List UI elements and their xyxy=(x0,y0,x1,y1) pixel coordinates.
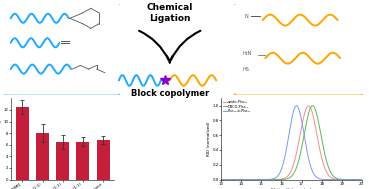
azido-Plsr₅₀ xyxy=(306,105,311,107)
Plsr₅₀-b-Plsr₅₀ xyxy=(325,178,330,181)
DBCO-Plsr₅₀ xyxy=(219,178,224,181)
DBCO-Plsr₅₀ xyxy=(283,178,287,180)
azido-Plsr₅₀ xyxy=(325,172,330,174)
azido-Plsr₅₀ xyxy=(219,178,224,181)
Plsr₅₀-b-Plsr₅₀ xyxy=(359,178,364,181)
DBCO-Plsr₅₀ xyxy=(302,134,306,136)
FancyBboxPatch shape xyxy=(3,3,121,95)
Bar xyxy=(76,142,90,180)
X-axis label: Elution Volume / mL: Elution Volume / mL xyxy=(271,188,312,189)
azido-Plsr₅₀ xyxy=(244,178,248,181)
DBCO-Plsr₅₀ xyxy=(359,178,364,181)
Y-axis label: C3a concentration / ng/mL: C3a concentration / ng/mL xyxy=(0,113,2,165)
Plsr₅₀-b-Plsr₅₀ xyxy=(255,178,260,181)
DBCO-Plsr₅₀ xyxy=(310,105,315,107)
Plsr₅₀-b-Plsr₅₀ xyxy=(302,134,307,137)
Plsr₅₀-b-Plsr₅₀ xyxy=(313,175,317,177)
azido-Plsr₅₀ xyxy=(302,114,306,117)
FancyBboxPatch shape xyxy=(233,3,365,95)
Text: HS: HS xyxy=(242,67,249,72)
Text: Block copolymer: Block copolymer xyxy=(131,89,209,98)
Bar xyxy=(56,142,69,180)
azido-Plsr₅₀ xyxy=(313,125,317,127)
Bar xyxy=(16,107,29,180)
azido-Plsr₅₀ xyxy=(255,178,260,181)
DBCO-Plsr₅₀ xyxy=(255,178,260,181)
Line: Plsr₅₀-b-Plsr₅₀: Plsr₅₀-b-Plsr₅₀ xyxy=(221,106,362,180)
Text: N: N xyxy=(245,14,248,19)
Bar xyxy=(97,140,110,180)
Legend: azido-Plsr₅₀, DBCO-Plsr₅₀, Plsr₅₀-b-Plsr₅₀: azido-Plsr₅₀, DBCO-Plsr₅₀, Plsr₅₀-b-Plsr… xyxy=(223,100,251,113)
Y-axis label: RID (normalized): RID (normalized) xyxy=(207,122,211,156)
Plsr₅₀-b-Plsr₅₀ xyxy=(219,178,224,181)
DBCO-Plsr₅₀ xyxy=(244,178,248,181)
azido-Plsr₅₀ xyxy=(283,177,287,179)
Line: DBCO-Plsr₅₀: DBCO-Plsr₅₀ xyxy=(221,106,362,180)
Text: Chemical
Ligation: Chemical Ligation xyxy=(146,3,193,22)
Line: azido-Plsr₅₀: azido-Plsr₅₀ xyxy=(221,106,362,180)
Bar xyxy=(36,133,49,180)
DBCO-Plsr₅₀ xyxy=(325,162,330,164)
Plsr₅₀-b-Plsr₅₀ xyxy=(244,178,248,181)
azido-Plsr₅₀ xyxy=(359,178,364,181)
Text: H₂N: H₂N xyxy=(242,51,251,56)
DBCO-Plsr₅₀ xyxy=(313,108,317,111)
Plsr₅₀-b-Plsr₅₀ xyxy=(283,156,287,158)
Plsr₅₀-b-Plsr₅₀ xyxy=(294,105,299,107)
